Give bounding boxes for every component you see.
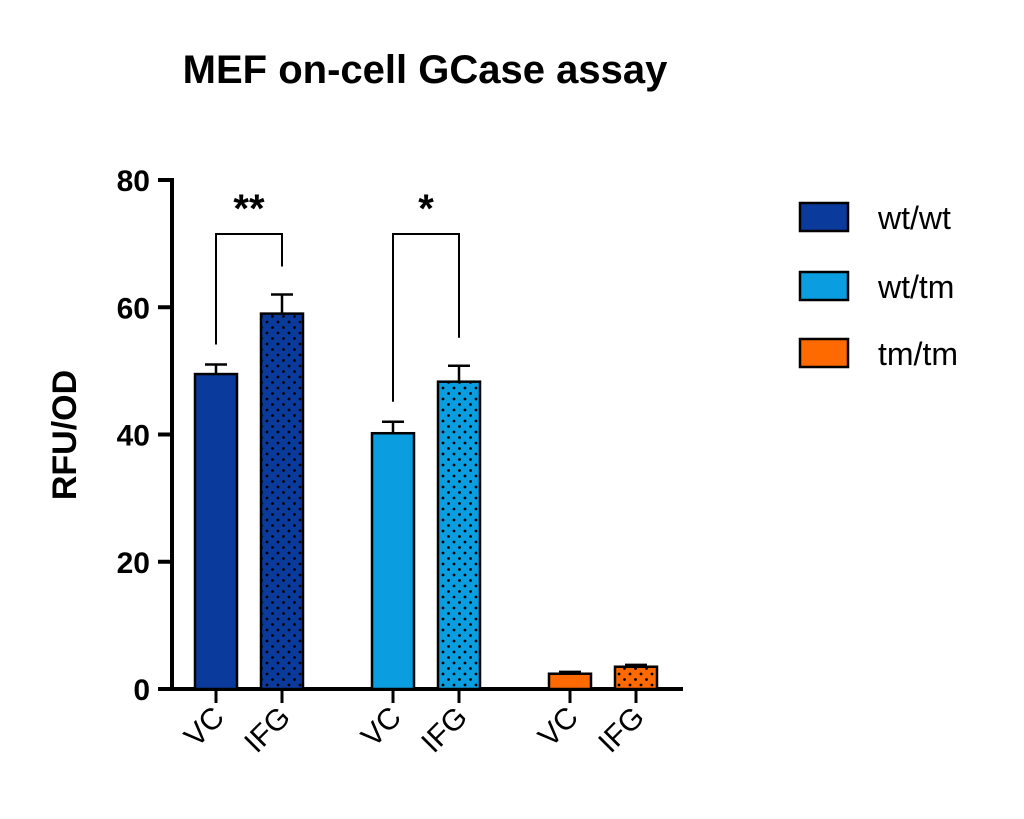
bar-pattern: [438, 381, 480, 689]
legend-label: wt/wt: [877, 200, 951, 236]
legend-swatch: [798, 337, 850, 369]
y-tick-label: 80: [117, 165, 150, 198]
bar: [370, 431, 416, 691]
bar-pattern: [261, 313, 303, 689]
bar: [193, 372, 239, 691]
x-tick-label: VC: [532, 701, 585, 754]
legend-swatch: [798, 270, 850, 302]
significance-bracket: [392, 233, 460, 402]
x-tick-label: IFG: [592, 701, 651, 760]
legend-label: tm/tm: [878, 336, 958, 372]
x-tick-label: VC: [355, 701, 408, 754]
x-tick-label: IFG: [415, 701, 474, 760]
legend: wt/wt wt/tm tm/tm: [798, 200, 958, 372]
bar-pattern: [615, 666, 657, 689]
y-tick-label: 20: [117, 547, 150, 580]
legend-label: wt/tm: [877, 269, 954, 305]
y-tick-label: 60: [117, 292, 150, 325]
y-tick-label: 0: [133, 674, 150, 707]
x-tick-label: IFG: [238, 701, 297, 760]
chart-title: MEF on-cell GCase assay: [183, 48, 668, 92]
legend-swatch: [798, 201, 850, 233]
bar: [547, 672, 593, 691]
x-tick-label: VC: [178, 701, 231, 754]
y-tick-label: 40: [117, 420, 150, 453]
significance-label: *: [418, 187, 434, 231]
significance-label: **: [233, 187, 265, 231]
significance-bracket: [215, 233, 283, 345]
y-axis-label: RFU/OD: [46, 370, 84, 500]
